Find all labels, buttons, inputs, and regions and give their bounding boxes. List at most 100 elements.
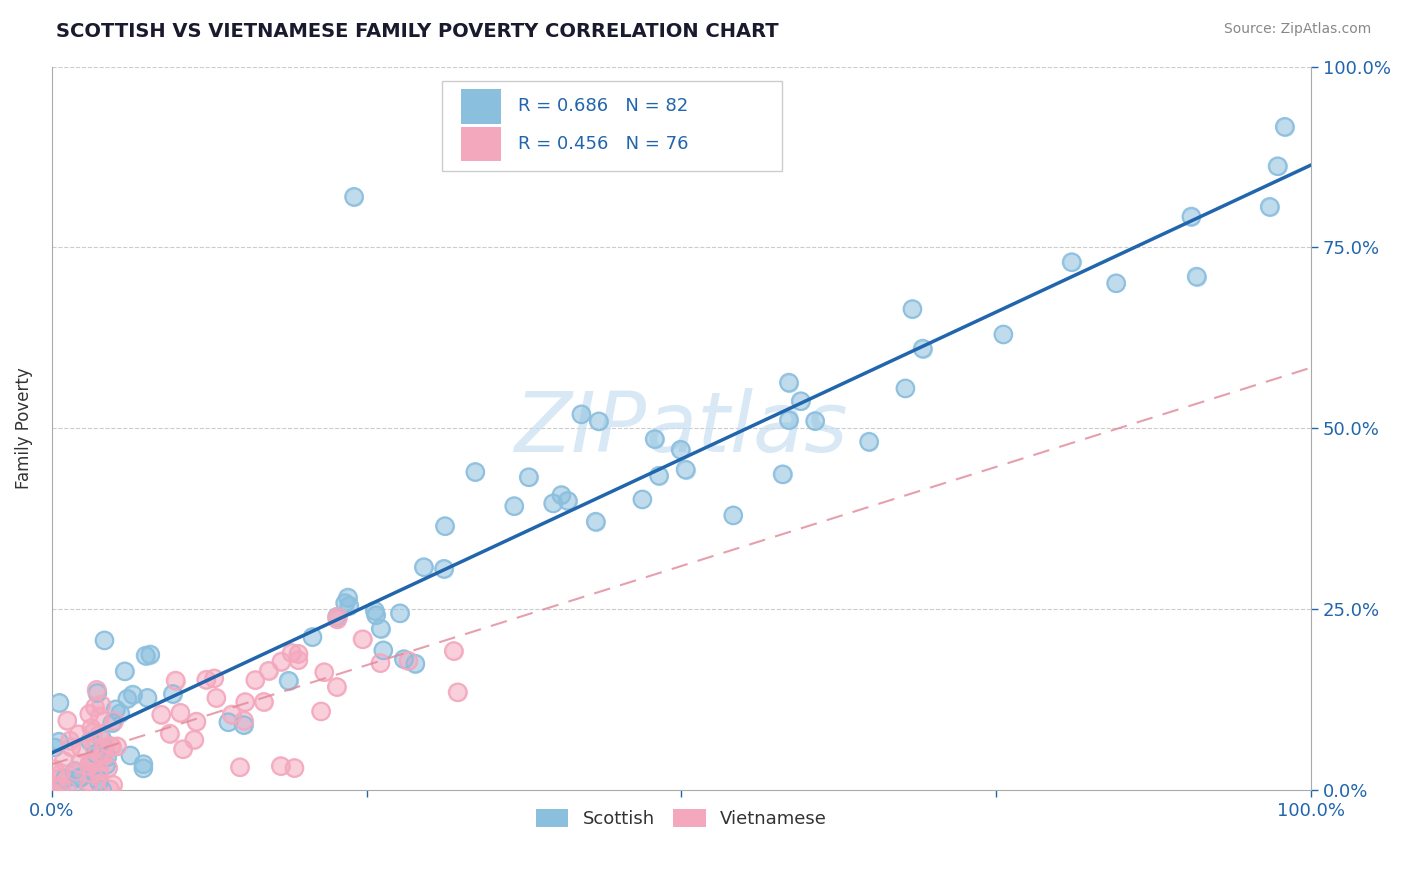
Point — [169, 706, 191, 720]
Point — [97, 761, 120, 775]
Point — [44, 762, 66, 776]
Point — [45, 780, 67, 795]
Point — [517, 470, 540, 484]
Point — [232, 718, 254, 732]
Point — [993, 327, 1015, 342]
Point — [91, 732, 114, 747]
Point — [172, 742, 194, 756]
Point — [503, 499, 526, 513]
Point — [53, 772, 76, 786]
Point — [87, 728, 110, 742]
Point — [86, 682, 108, 697]
Point — [280, 646, 302, 660]
Point — [205, 690, 228, 705]
Point — [183, 732, 205, 747]
Point — [94, 757, 117, 772]
Point — [59, 733, 82, 747]
Point — [287, 647, 309, 661]
Point — [326, 609, 349, 624]
Point — [83, 740, 105, 755]
Point — [101, 739, 124, 754]
Text: ZIPatlas: ZIPatlas — [515, 388, 848, 469]
Point — [195, 673, 218, 687]
Point — [80, 766, 103, 780]
Point — [59, 733, 82, 747]
Point — [52, 754, 75, 768]
Point — [283, 761, 305, 775]
Point — [446, 685, 468, 699]
Point — [77, 775, 100, 789]
Point — [121, 688, 143, 702]
Point — [309, 705, 332, 719]
Point — [136, 690, 159, 705]
Point — [894, 381, 917, 395]
Point — [48, 783, 70, 797]
Point — [44, 740, 66, 755]
Text: Source: ZipAtlas.com: Source: ZipAtlas.com — [1223, 22, 1371, 37]
Point — [233, 695, 256, 709]
Point — [48, 734, 70, 748]
Point — [82, 725, 104, 739]
Point — [100, 739, 122, 754]
Point — [90, 698, 112, 712]
Point — [87, 728, 110, 742]
Point — [165, 673, 187, 688]
Point — [571, 408, 593, 422]
Point — [343, 190, 366, 204]
Point — [277, 673, 299, 688]
Point — [56, 783, 79, 797]
Point — [150, 707, 173, 722]
Point — [82, 725, 104, 739]
Point — [49, 766, 72, 780]
Point — [82, 755, 104, 769]
Point — [46, 772, 69, 786]
Point — [80, 721, 103, 735]
Point — [571, 408, 593, 422]
Point — [172, 742, 194, 756]
Point — [94, 757, 117, 772]
Point — [94, 740, 117, 755]
Point — [69, 756, 91, 771]
Point — [80, 766, 103, 780]
Point — [309, 705, 332, 719]
Point — [101, 778, 124, 792]
Point — [186, 714, 208, 729]
Point — [1060, 255, 1083, 269]
Point — [503, 499, 526, 513]
Point — [79, 734, 101, 748]
Point — [585, 515, 607, 529]
Point — [901, 301, 924, 316]
Point — [778, 413, 800, 427]
Point — [1105, 277, 1128, 291]
Point — [280, 646, 302, 660]
Point — [364, 608, 387, 623]
Point — [48, 734, 70, 748]
Point — [541, 496, 564, 510]
Point — [993, 327, 1015, 342]
Point — [721, 508, 744, 523]
Point — [79, 734, 101, 748]
Point — [56, 714, 79, 728]
Point — [93, 747, 115, 761]
Point — [53, 772, 76, 786]
Point — [631, 492, 654, 507]
Point — [337, 599, 360, 613]
Point — [120, 748, 142, 763]
Point — [195, 673, 218, 687]
Point — [270, 655, 292, 669]
Point — [1267, 159, 1289, 173]
Y-axis label: Family Poverty: Family Poverty — [15, 368, 32, 489]
Point — [388, 607, 411, 621]
Point — [283, 761, 305, 775]
Point — [336, 591, 359, 605]
Point — [396, 654, 419, 668]
Point — [202, 672, 225, 686]
Point — [83, 700, 105, 714]
Point — [77, 759, 100, 773]
Point — [183, 732, 205, 747]
Point — [98, 782, 121, 797]
Point — [245, 673, 267, 687]
Point — [1185, 269, 1208, 284]
Point — [44, 762, 66, 776]
FancyBboxPatch shape — [461, 127, 502, 161]
